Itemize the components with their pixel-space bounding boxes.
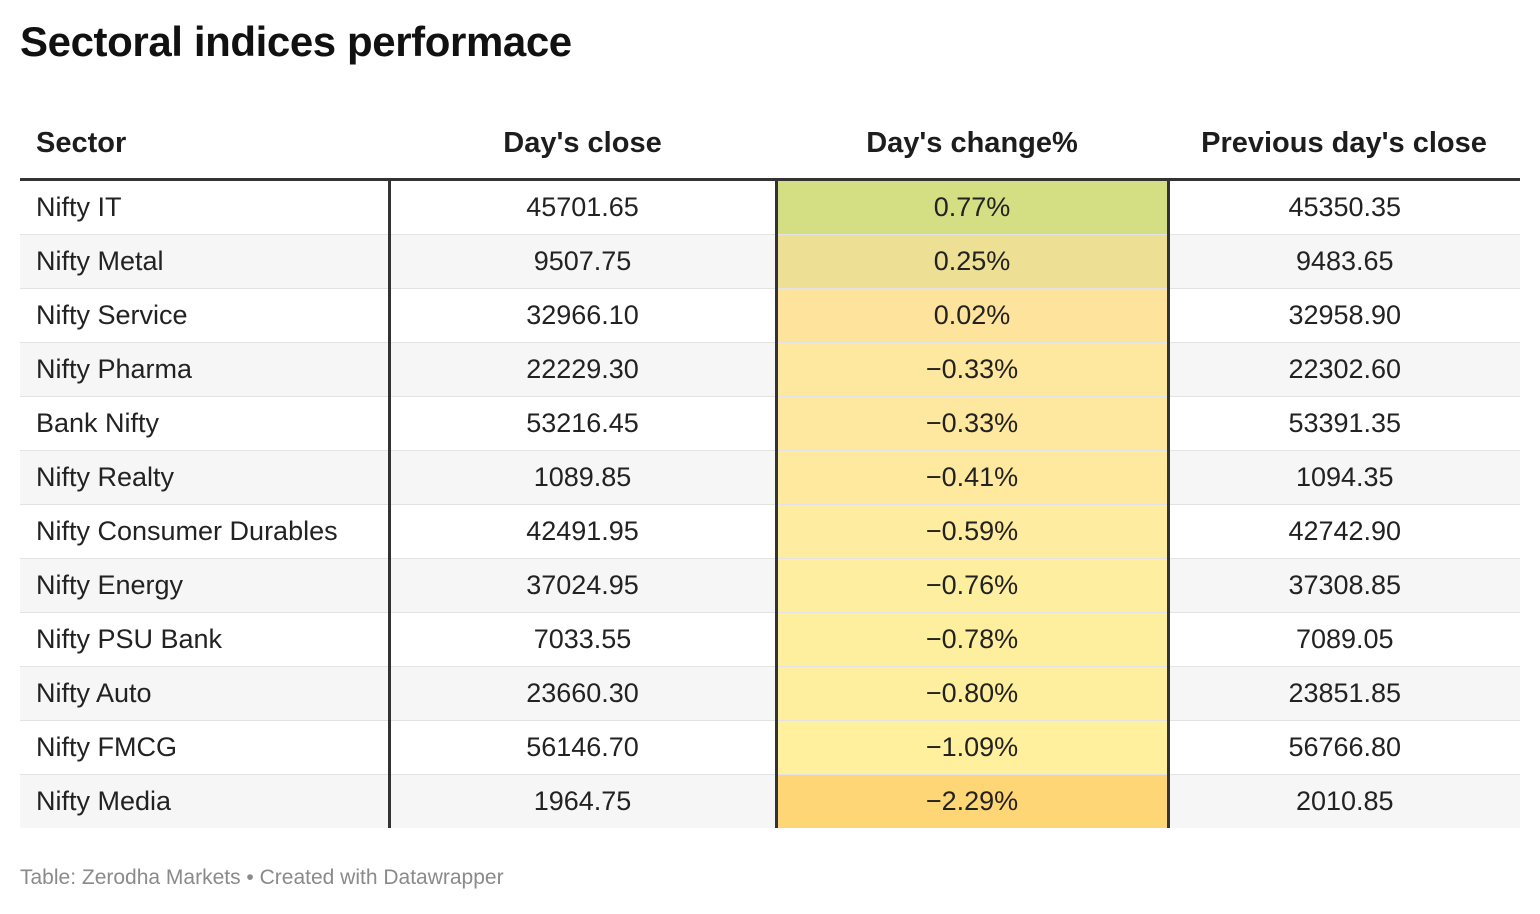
sector-cell: Nifty PSU Bank bbox=[20, 612, 391, 667]
table-row: Nifty Metal 9507.75 0.25% 9483.65 bbox=[20, 234, 1520, 289]
table-row: Nifty Consumer Durables 42491.95 −0.59% 427… bbox=[20, 504, 1520, 559]
days-change-cell: −1.09% bbox=[776, 720, 1170, 775]
days-change-cell: −0.41% bbox=[776, 450, 1170, 505]
table-row: Nifty Service 32966.10 0.02% 32958.90 bbox=[20, 288, 1520, 343]
sector-cell: Nifty FMCG bbox=[20, 720, 391, 775]
days-change-cell: 0.25% bbox=[776, 234, 1170, 289]
table-body: Nifty IT 45701.65 0.77% 45350.35 Nifty Metal… bbox=[20, 179, 1520, 828]
days-close-cell: 22229.30 bbox=[389, 342, 778, 397]
table-row: Nifty Media 1964.75 −2.29% 2010.85 bbox=[20, 774, 1520, 828]
days-change-cell: −0.80% bbox=[776, 666, 1170, 721]
previous-close-cell: 37308.85 bbox=[1168, 558, 1520, 613]
days-change-cell: −2.29% bbox=[776, 774, 1170, 828]
header-row: Sector Day's close Day's change% Previou… bbox=[20, 108, 1520, 181]
previous-close-cell: 53391.35 bbox=[1168, 396, 1520, 451]
column-header-days-change[interactable]: Day's change% bbox=[776, 108, 1168, 181]
days-change-cell: −0.59% bbox=[776, 504, 1170, 559]
previous-close-cell: 7089.05 bbox=[1168, 612, 1520, 667]
column-header-sector[interactable]: Sector bbox=[20, 108, 389, 181]
column-header-days-close[interactable]: Day's close bbox=[389, 108, 776, 181]
days-change-cell: −0.78% bbox=[776, 612, 1170, 667]
days-close-cell: 42491.95 bbox=[389, 504, 778, 559]
days-close-cell: 56146.70 bbox=[389, 720, 778, 775]
table-row: Nifty FMCG 56146.70 −1.09% 56766.80 bbox=[20, 720, 1520, 775]
days-close-cell: 45701.65 bbox=[389, 179, 778, 235]
sector-cell: Bank Nifty bbox=[20, 396, 391, 451]
previous-close-cell: 9483.65 bbox=[1168, 234, 1520, 289]
previous-close-cell: 1094.35 bbox=[1168, 450, 1520, 505]
table-row: Nifty Pharma 22229.30 −0.33% 22302.60 bbox=[20, 342, 1520, 397]
sector-cell: Nifty Pharma bbox=[20, 342, 391, 397]
days-change-cell: −0.33% bbox=[776, 396, 1170, 451]
previous-close-cell: 45350.35 bbox=[1168, 179, 1520, 235]
table-row: Nifty Energy 37024.95 −0.76% 37308.85 bbox=[20, 558, 1520, 613]
sector-cell: Nifty Metal bbox=[20, 234, 391, 289]
days-close-cell: 7033.55 bbox=[389, 612, 778, 667]
days-change-cell: 0.02% bbox=[776, 288, 1170, 343]
sector-cell: Nifty Consumer Durables bbox=[20, 504, 391, 559]
days-close-cell: 1089.85 bbox=[389, 450, 778, 505]
previous-close-cell: 2010.85 bbox=[1168, 774, 1520, 828]
days-change-cell: 0.77% bbox=[776, 179, 1170, 235]
days-close-cell: 37024.95 bbox=[389, 558, 778, 613]
sector-cell: Nifty Media bbox=[20, 774, 391, 828]
days-close-cell: 1964.75 bbox=[389, 774, 778, 828]
previous-close-cell: 22302.60 bbox=[1168, 342, 1520, 397]
days-close-cell: 32966.10 bbox=[389, 288, 778, 343]
table-row: Nifty Realty 1089.85 −0.41% 1094.35 bbox=[20, 450, 1520, 505]
column-header-previous-close[interactable]: Previous day's close bbox=[1168, 108, 1520, 181]
sector-table: Sector Day's close Day's change% Previou… bbox=[20, 108, 1520, 828]
previous-close-cell: 42742.90 bbox=[1168, 504, 1520, 559]
table-row: Bank Nifty 53216.45 −0.33% 53391.35 bbox=[20, 396, 1520, 451]
previous-close-cell: 32958.90 bbox=[1168, 288, 1520, 343]
source-note: Table: Zerodha Markets • Created with Da… bbox=[20, 866, 504, 889]
table-header: Sector Day's close Day's change% Previou… bbox=[20, 108, 1520, 181]
previous-close-cell: 23851.85 bbox=[1168, 666, 1520, 721]
days-close-cell: 9507.75 bbox=[389, 234, 778, 289]
table-row: Nifty PSU Bank 7033.55 −0.78% 7089.05 bbox=[20, 612, 1520, 667]
sector-cell: Nifty Auto bbox=[20, 666, 391, 721]
sector-cell: Nifty Service bbox=[20, 288, 391, 343]
table-row: Nifty Auto 23660.30 −0.80% 23851.85 bbox=[20, 666, 1520, 721]
table-row: Nifty IT 45701.65 0.77% 45350.35 bbox=[20, 179, 1520, 235]
sector-cell: Nifty IT bbox=[20, 179, 391, 235]
days-change-cell: −0.76% bbox=[776, 558, 1170, 613]
sector-cell: Nifty Realty bbox=[20, 450, 391, 505]
previous-close-cell: 56766.80 bbox=[1168, 720, 1520, 775]
days-change-cell: −0.33% bbox=[776, 342, 1170, 397]
days-close-cell: 53216.45 bbox=[389, 396, 778, 451]
sector-cell: Nifty Energy bbox=[20, 558, 391, 613]
days-close-cell: 23660.30 bbox=[389, 666, 778, 721]
page-title: Sectoral indices performace bbox=[20, 18, 572, 65]
